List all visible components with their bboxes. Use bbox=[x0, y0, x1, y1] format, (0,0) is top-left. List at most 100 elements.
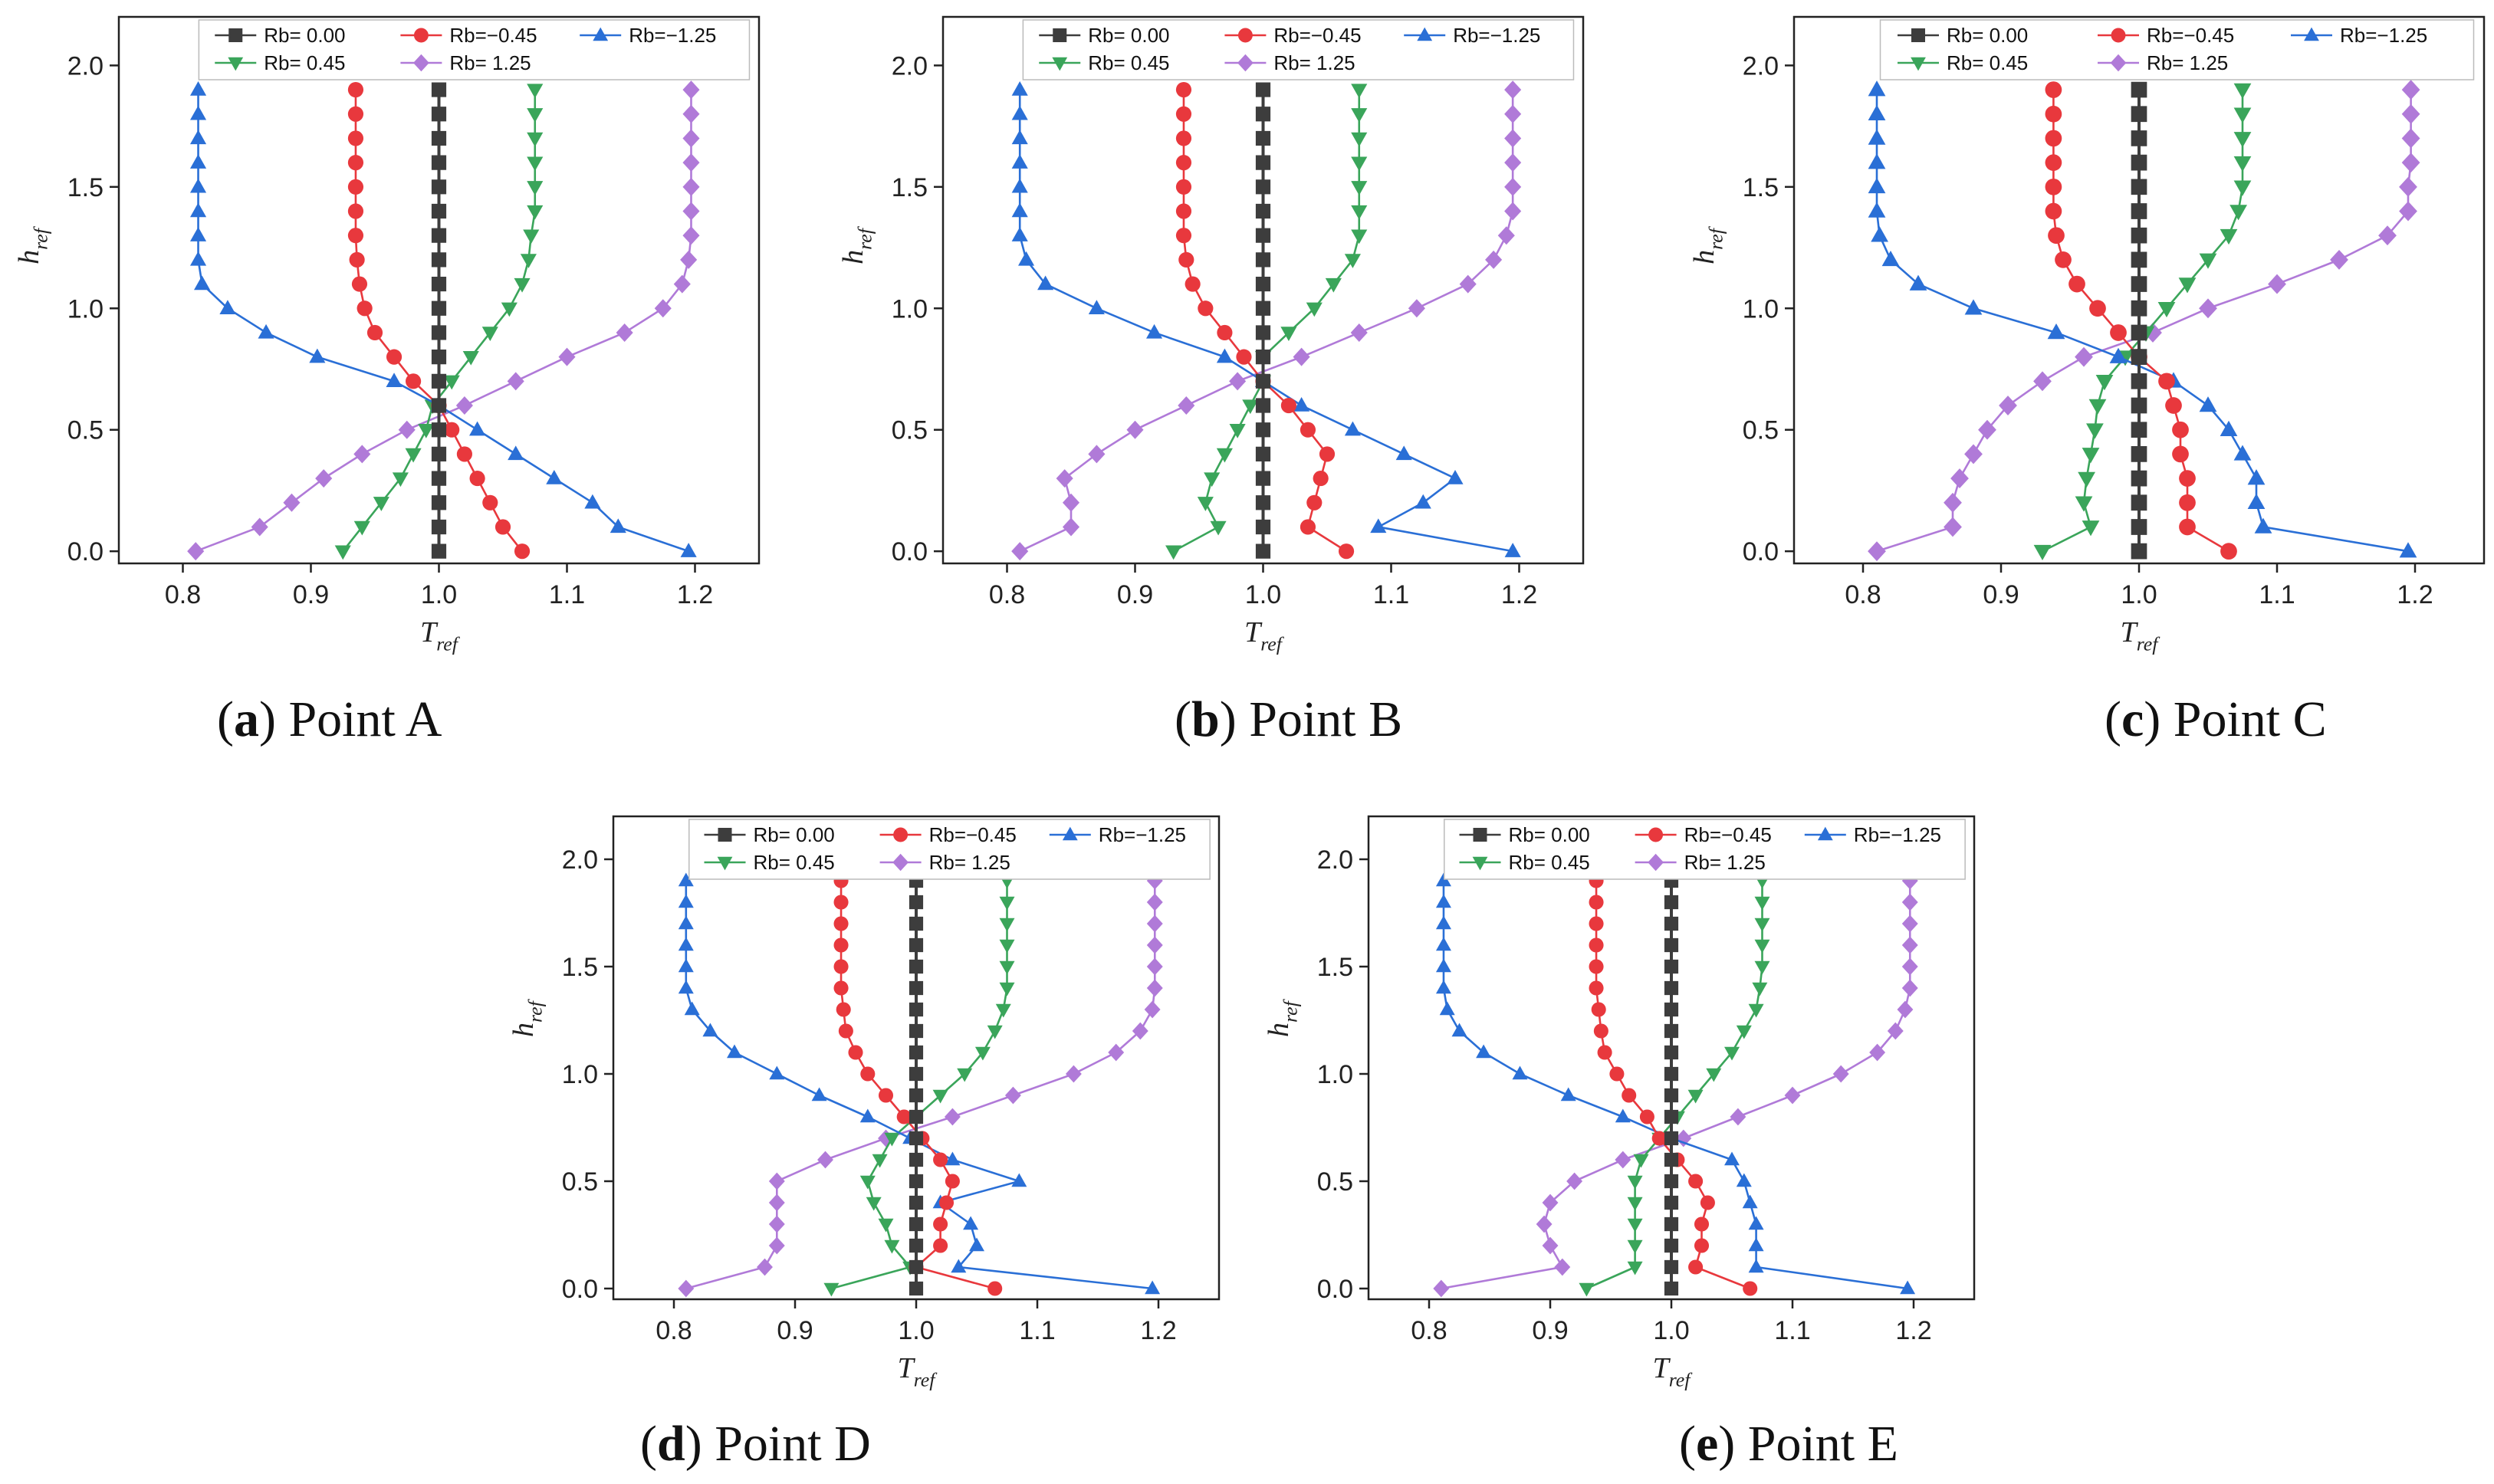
x-tick-label: 1.0 bbox=[898, 1316, 934, 1345]
data-point bbox=[1542, 1193, 1559, 1212]
data-point bbox=[878, 1088, 894, 1103]
data-point bbox=[1589, 916, 1604, 931]
data-point bbox=[2131, 324, 2147, 341]
data-point bbox=[2199, 396, 2217, 412]
data-point bbox=[1175, 130, 1192, 146]
data-point bbox=[999, 918, 1015, 932]
data-point bbox=[2199, 253, 2217, 269]
data-point bbox=[347, 130, 364, 146]
data-point bbox=[1752, 982, 1768, 996]
data-point bbox=[1255, 446, 1271, 462]
data-point bbox=[1784, 1086, 1801, 1105]
legend-label: Rb= 0.45 bbox=[264, 51, 345, 74]
data-point bbox=[1504, 153, 1522, 172]
x-tick-label: 0.8 bbox=[1845, 580, 1881, 609]
x-tick-label: 1.0 bbox=[1245, 580, 1281, 609]
data-point bbox=[1255, 203, 1271, 219]
data-point bbox=[1300, 519, 1316, 535]
data-point bbox=[1351, 84, 1368, 99]
data-point bbox=[456, 446, 472, 462]
data-point bbox=[702, 1023, 718, 1037]
data-point bbox=[1351, 205, 1368, 220]
data-point bbox=[2158, 373, 2175, 390]
legend-label: Rb=−1.25 bbox=[2340, 24, 2427, 47]
legend-marker bbox=[2111, 28, 2126, 43]
data-point bbox=[944, 1108, 961, 1126]
data-point bbox=[999, 960, 1015, 975]
y-tick-label: 1.0 bbox=[562, 1060, 598, 1089]
data-point bbox=[527, 84, 544, 99]
series-square bbox=[909, 873, 924, 1296]
data-point bbox=[431, 107, 447, 122]
legend-marker bbox=[1237, 54, 1254, 72]
data-point bbox=[2131, 276, 2147, 292]
legend: Rb= 0.00 Rb=−0.45 Rb=−1.25 Rb= 0.45 Rb= 1.25 bbox=[688, 819, 1211, 880]
series-triangle-up bbox=[1435, 872, 1916, 1295]
data-point bbox=[1901, 936, 1918, 954]
data-point bbox=[682, 177, 700, 196]
data-point bbox=[987, 1281, 1003, 1296]
data-point bbox=[1210, 520, 1227, 536]
data-point bbox=[933, 1238, 948, 1253]
legend-label: Rb=−1.25 bbox=[1453, 24, 1540, 47]
data-point bbox=[2131, 81, 2147, 98]
data-point bbox=[189, 227, 207, 241]
legend-marker bbox=[228, 57, 244, 71]
data-point bbox=[1748, 1237, 1764, 1252]
data-point bbox=[2131, 154, 2147, 171]
panel-title: Point E bbox=[1748, 1416, 1898, 1472]
data-point bbox=[520, 254, 537, 268]
data-point bbox=[682, 80, 700, 100]
data-point bbox=[1229, 424, 1246, 438]
y-axis-label: href bbox=[1688, 225, 1727, 264]
data-point bbox=[1664, 1002, 1679, 1017]
data-point bbox=[1609, 1066, 1625, 1082]
data-point bbox=[1627, 1175, 1643, 1190]
data-point bbox=[349, 251, 365, 268]
data-point bbox=[431, 446, 447, 462]
y-tick-label: 1.5 bbox=[562, 953, 598, 982]
data-point bbox=[1011, 178, 1028, 193]
data-point bbox=[1408, 299, 1425, 318]
data-point bbox=[2179, 494, 2196, 511]
x-axis-label: Tref bbox=[420, 616, 461, 655]
data-point bbox=[2075, 346, 2093, 367]
data-point bbox=[1351, 229, 1368, 245]
data-point bbox=[673, 274, 691, 294]
data-point bbox=[1300, 422, 1316, 438]
data-point bbox=[909, 916, 924, 931]
legend-marker bbox=[1648, 827, 1664, 842]
legend-label: Rb= 1.25 bbox=[449, 51, 531, 74]
data-point bbox=[1497, 226, 1515, 245]
data-point bbox=[392, 472, 409, 488]
data-point bbox=[514, 543, 531, 560]
data-point bbox=[1664, 1216, 1679, 1232]
legend-label: Rb= 0.00 bbox=[1509, 823, 1590, 846]
data-point bbox=[1280, 327, 1297, 341]
data-point bbox=[1901, 957, 1918, 976]
data-point bbox=[373, 497, 389, 511]
panel-caption: (a) Point A bbox=[217, 691, 442, 747]
data-point bbox=[682, 226, 700, 245]
data-point bbox=[2086, 423, 2104, 439]
x-axis-label: Tref bbox=[898, 1352, 938, 1390]
data-point bbox=[315, 469, 333, 488]
data-point bbox=[1964, 444, 1983, 465]
data-point bbox=[1675, 1129, 1692, 1147]
data-point bbox=[2165, 397, 2182, 414]
data-point bbox=[1504, 104, 1522, 123]
x-tick-label: 0.9 bbox=[777, 1316, 813, 1345]
x-axis-label: Tref bbox=[2121, 616, 2161, 655]
data-point bbox=[1011, 1173, 1027, 1187]
data-point bbox=[193, 275, 211, 291]
data-point bbox=[833, 937, 849, 953]
data-point bbox=[1687, 1089, 1704, 1104]
data-point bbox=[1504, 129, 1522, 148]
data-point bbox=[2131, 106, 2147, 123]
data-point bbox=[481, 327, 498, 341]
data-point bbox=[2045, 202, 2062, 220]
chart-panel-a: 0.8 0.9 1.0 1.1 1.2 0.0 0.5 1.0 1.5 2.0 Tref href Rb… bbox=[13, 15, 761, 747]
data-point bbox=[678, 958, 694, 973]
legend-marker bbox=[2110, 54, 2127, 72]
data-point bbox=[678, 915, 694, 930]
